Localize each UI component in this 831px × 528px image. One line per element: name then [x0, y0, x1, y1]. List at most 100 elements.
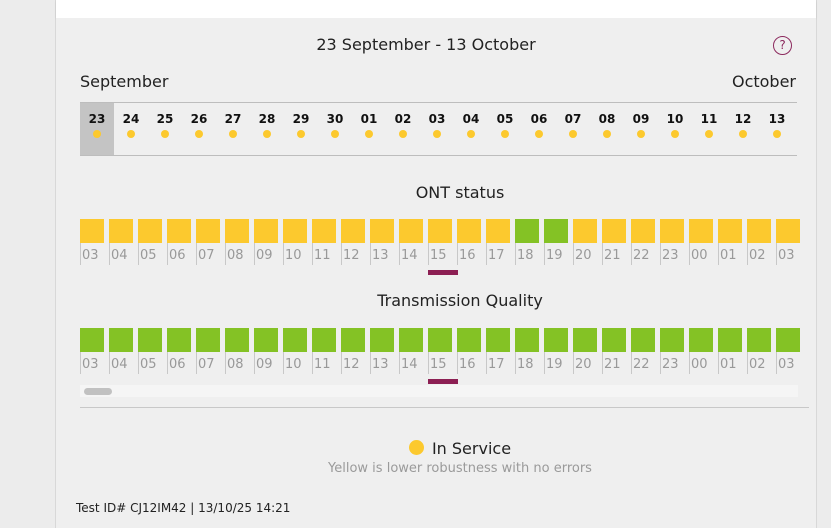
day-06[interactable]: 06: [522, 103, 556, 155]
status-dot-icon: [603, 130, 611, 138]
status-block: [109, 219, 133, 243]
hour-cell[interactable]: 16: [457, 219, 486, 271]
hour-tick: [283, 352, 284, 374]
hour-cell[interactable]: 04: [109, 219, 138, 271]
hour-cell[interactable]: 21: [602, 219, 631, 271]
hour-cell[interactable]: 09: [254, 219, 283, 271]
scrollbar-thumb[interactable]: [84, 388, 112, 395]
hour-cell[interactable]: 03: [776, 328, 805, 380]
hour-label: 06: [169, 357, 186, 372]
current-hour-marker: [428, 270, 458, 275]
transmission-quality-timeline: 03 04 05 06 07 08 09 10 11 12 13 14 15 16 17 18 19 20 21 22…: [80, 328, 800, 388]
hour-cell[interactable]: 15: [428, 328, 457, 380]
day-24[interactable]: 24: [114, 103, 148, 155]
hour-cell[interactable]: 08: [225, 328, 254, 380]
day-30[interactable]: 30: [318, 103, 352, 155]
hour-label: 09: [256, 248, 273, 263]
status-block: [544, 219, 568, 243]
hour-cell[interactable]: 15: [428, 219, 457, 271]
hour-cell[interactable]: 17: [486, 219, 515, 271]
hour-cell[interactable]: 20: [573, 328, 602, 380]
hour-cell[interactable]: 03: [80, 328, 109, 380]
hour-cell[interactable]: 04: [109, 328, 138, 380]
hour-cell[interactable]: 06: [167, 219, 196, 271]
status-block: [80, 328, 104, 352]
hour-tick: [602, 243, 603, 265]
day-26[interactable]: 26: [182, 103, 216, 155]
hour-cell[interactable]: 19: [544, 219, 573, 271]
hour-cell[interactable]: 12: [341, 219, 370, 271]
hour-cell[interactable]: 23: [660, 219, 689, 271]
hour-label: 08: [227, 357, 244, 372]
day-09[interactable]: 09: [624, 103, 658, 155]
status-dot-icon: [331, 130, 339, 138]
day-28[interactable]: 28: [250, 103, 284, 155]
hour-tick: [109, 243, 110, 265]
hour-cell[interactable]: 13: [370, 219, 399, 271]
hour-cell[interactable]: 05: [138, 219, 167, 271]
day-23[interactable]: 23: [80, 103, 114, 155]
question-icon[interactable]: ?: [773, 36, 792, 55]
horizontal-scrollbar[interactable]: [80, 385, 798, 397]
hour-tick: [776, 243, 777, 265]
hour-cell[interactable]: 07: [196, 328, 225, 380]
day-label: 25: [156, 112, 174, 126]
day-29[interactable]: 29: [284, 103, 318, 155]
hour-cell[interactable]: 00: [689, 328, 718, 380]
hour-cell[interactable]: 22: [631, 328, 660, 380]
day-25[interactable]: 25: [148, 103, 182, 155]
hour-cell[interactable]: 11: [312, 219, 341, 271]
hour-tick: [747, 243, 748, 265]
status-dot-icon: [365, 130, 373, 138]
day-12[interactable]: 12: [726, 103, 760, 155]
hour-cell[interactable]: 01: [718, 328, 747, 380]
hour-label: 17: [488, 248, 505, 263]
hour-cell[interactable]: 16: [457, 328, 486, 380]
hour-cell[interactable]: 02: [747, 219, 776, 271]
hour-cell[interactable]: 03: [80, 219, 109, 271]
hour-cell[interactable]: 08: [225, 219, 254, 271]
hour-cell[interactable]: 18: [515, 328, 544, 380]
hour-cell[interactable]: 22: [631, 219, 660, 271]
day-11[interactable]: 11: [692, 103, 726, 155]
hour-cell[interactable]: 19: [544, 328, 573, 380]
hour-label: 07: [198, 357, 215, 372]
hour-cell[interactable]: 09: [254, 328, 283, 380]
hour-tick: [138, 352, 139, 374]
hour-cell[interactable]: 10: [283, 219, 312, 271]
hour-label: 01: [720, 248, 737, 263]
day-label: 28: [258, 112, 276, 126]
day-03[interactable]: 03: [420, 103, 454, 155]
hour-cell[interactable]: 14: [399, 328, 428, 380]
hour-cell[interactable]: 18: [515, 219, 544, 271]
hour-cell[interactable]: 23: [660, 328, 689, 380]
hour-cell[interactable]: 02: [747, 328, 776, 380]
hour-cell[interactable]: 01: [718, 219, 747, 271]
hour-cell[interactable]: 11: [312, 328, 341, 380]
day-label: 10: [666, 112, 684, 126]
hour-cell[interactable]: 20: [573, 219, 602, 271]
hour-cell[interactable]: 21: [602, 328, 631, 380]
yellow-dot-icon: [408, 440, 424, 455]
day-02[interactable]: 02: [386, 103, 420, 155]
day-13[interactable]: 13: [760, 103, 794, 155]
day-04[interactable]: 04: [454, 103, 488, 155]
hour-cell[interactable]: 17: [486, 328, 515, 380]
hour-tick: [80, 352, 81, 374]
day-27[interactable]: 27: [216, 103, 250, 155]
hour-cell[interactable]: 12: [341, 328, 370, 380]
hour-label: 03: [82, 357, 99, 372]
hour-cell[interactable]: 05: [138, 328, 167, 380]
hour-cell[interactable]: 10: [283, 328, 312, 380]
day-10[interactable]: 10: [658, 103, 692, 155]
hour-cell[interactable]: 03: [776, 219, 805, 271]
day-07[interactable]: 07: [556, 103, 590, 155]
day-01[interactable]: 01: [352, 103, 386, 155]
day-05[interactable]: 05: [488, 103, 522, 155]
hour-cell[interactable]: 13: [370, 328, 399, 380]
hour-cell[interactable]: 14: [399, 219, 428, 271]
hour-cell[interactable]: 00: [689, 219, 718, 271]
hour-cell[interactable]: 06: [167, 328, 196, 380]
day-08[interactable]: 08: [590, 103, 624, 155]
hour-cell[interactable]: 07: [196, 219, 225, 271]
